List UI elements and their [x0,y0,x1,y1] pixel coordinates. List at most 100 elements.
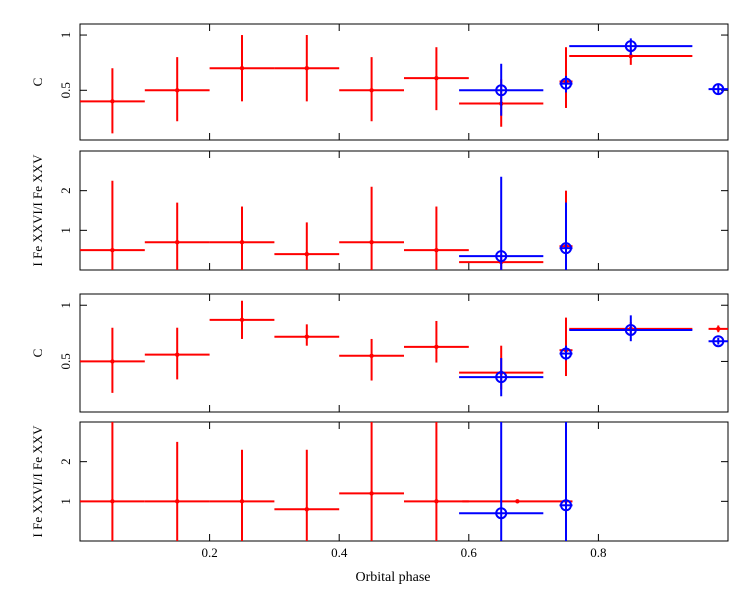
red-data-point [209,35,275,102]
red-marker [110,99,115,104]
red-data-point [404,47,469,111]
data-points [80,176,573,270]
red-data-point [339,57,404,122]
red-marker [304,507,309,512]
red-marker [434,344,439,350]
blue-marker [560,347,572,360]
data-points [80,35,728,134]
x-tick-label: 0.8 [590,545,606,560]
red-data-point [80,180,145,270]
red-marker [110,359,115,364]
red-marker [716,326,721,332]
blue-data-point [459,358,544,397]
blue-data-point [569,38,693,55]
blue-data-point [459,176,544,270]
red-marker [304,65,309,71]
blue-data-point [559,345,573,361]
red-data-point [404,206,469,270]
blue-marker [495,250,508,263]
red-marker [304,334,309,339]
blue-data-point [459,422,544,541]
panel-frame [79,421,729,542]
blue-data-point [559,202,573,270]
red-marker [434,499,439,504]
red-data-point [462,499,573,504]
red-data-point [144,441,210,541]
panel-2: 1 2 I Fe XXVI/I Fe XXV [30,150,729,271]
y-axis-label: C [30,78,45,87]
panel-1: 0.5 1 C [30,23,729,141]
red-marker [110,499,115,504]
red-marker [369,240,374,245]
blue-marker [712,83,725,96]
x-axis-label: Orbital phase [355,570,430,585]
blue-marker [624,40,637,53]
blue-data-point [708,335,728,348]
red-data-point [80,327,145,393]
red-data-point [404,320,469,363]
blue-marker [495,84,508,97]
red-data-point [80,422,145,541]
red-data-point [209,206,275,270]
blue-data-point [459,63,544,116]
red-marker [239,317,245,323]
red-data-point [274,449,340,541]
red-data-point [708,325,728,333]
blue-data-point [569,315,693,342]
red-data-point [339,338,404,381]
red-marker [434,247,439,253]
red-marker [110,247,115,253]
blue-data-point [559,75,573,93]
red-marker [175,240,180,245]
red-marker [369,353,374,359]
blue-marker [624,323,637,336]
red-data-point [274,324,340,346]
red-marker [239,240,245,245]
red-marker [515,499,520,504]
red-marker [369,88,374,93]
red-marker [304,251,309,257]
panel-3: 0.5 1 C [30,293,729,413]
red-marker [175,88,180,93]
red-data-point [274,35,340,102]
y-axis-label: C [30,349,45,358]
data-points [80,422,573,541]
y-tick-label: 1 [58,302,73,309]
data-points [80,300,728,397]
red-marker [239,499,245,504]
red-data-point [209,449,275,541]
red-data-point [144,57,210,122]
x-tick-label: 0.6 [461,545,478,560]
y-tick-label: 1 [58,32,73,39]
red-data-point [144,202,210,270]
panel-frame [79,293,729,413]
y-tick-label: 2 [58,187,73,194]
y-axis-label: I Fe XXVI/I Fe XXV [30,154,45,267]
red-marker [628,53,633,59]
x-tick-label: 0.2 [201,545,217,560]
red-data-point [274,222,340,270]
red-data-point [144,327,210,380]
x-tick-label: 0.4 [331,545,348,560]
panels-layer: 0.5 1 C 1 2 I Fe XXVI/I Fe XXV 0.5 1 C 1 2 I Fe XXV… [30,23,729,560]
panel-4: 1 2 I Fe XXVI/I Fe XXV 0.2 0.4 0.6 0.8 [30,421,729,560]
blue-marker [712,335,725,348]
red-data-point [209,300,275,339]
blue-marker [495,507,508,520]
red-marker [239,65,245,71]
red-data-point [339,422,404,541]
blue-marker [560,77,572,90]
y-tick-label: 1 [58,227,73,234]
panel-frame [79,23,729,141]
red-marker [369,491,374,496]
panel-frame [79,150,729,271]
red-data-point [339,186,404,270]
red-marker [175,499,180,504]
y-tick-label: 0.5 [58,82,73,98]
y-tick-label: 2 [58,458,73,465]
blue-marker [495,371,508,384]
blue-marker [560,242,572,255]
red-data-point [404,422,469,541]
y-tick-label: 1 [58,498,73,505]
